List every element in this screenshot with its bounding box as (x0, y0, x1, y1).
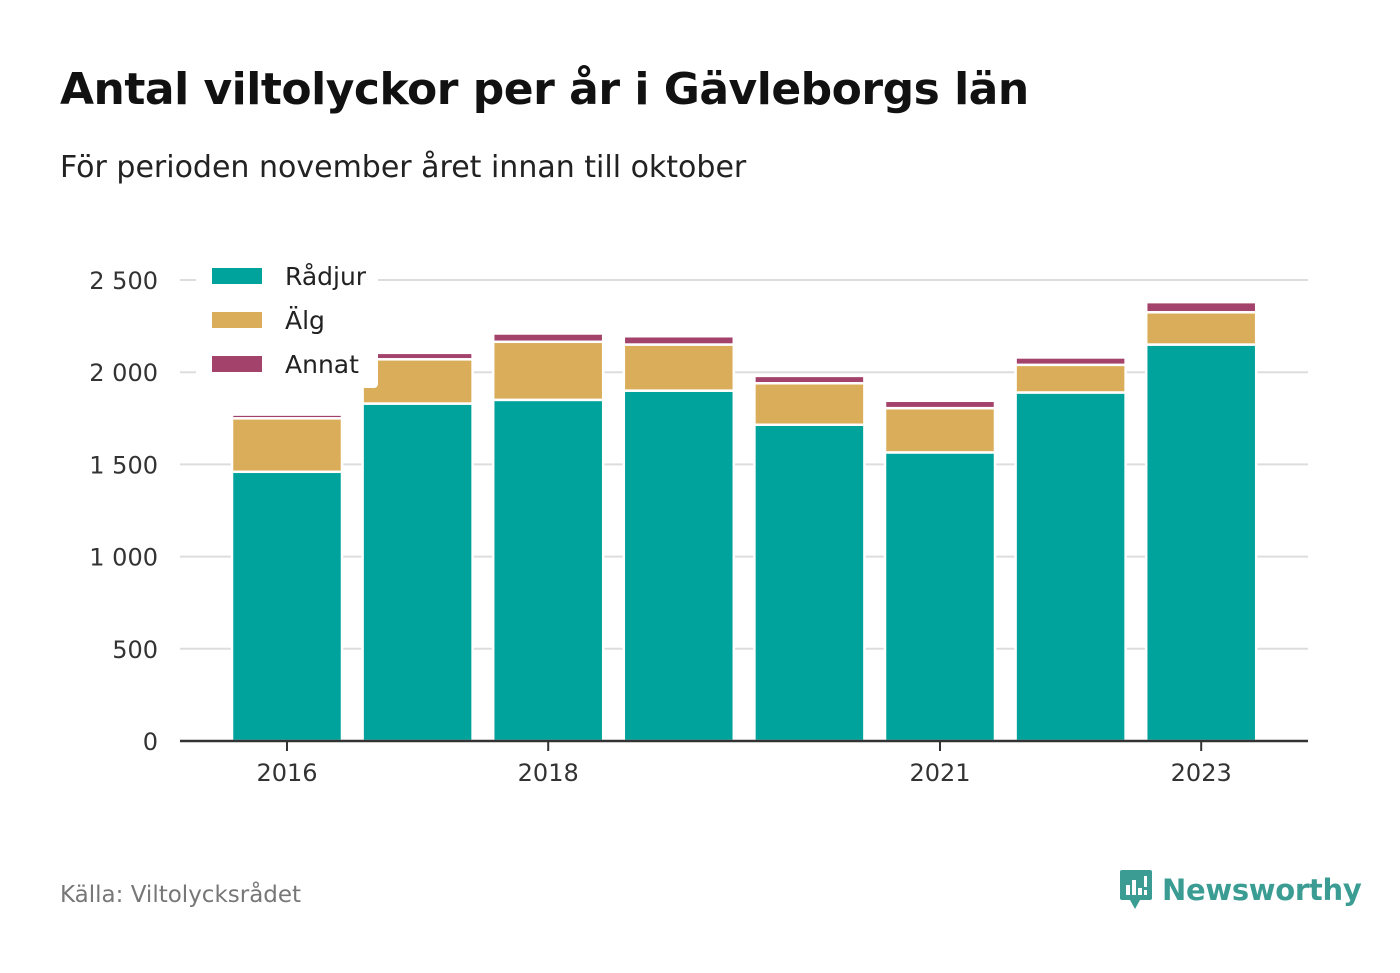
legend-background (196, 258, 378, 388)
legend: Rådjur Älg Annat (196, 258, 378, 388)
bar-2020-alg (753, 382, 866, 427)
y-tick-label: 1 000 (89, 544, 158, 572)
bar-2021-radjur (883, 451, 997, 743)
y-tick-label: 2 000 (89, 359, 158, 387)
bar-2020-annat (753, 374, 866, 385)
legend-label: Annat (285, 350, 359, 379)
bar-2016-alg (230, 417, 344, 474)
bar-2020-radjur (753, 423, 866, 743)
brand-logo: Newsworthy (1118, 868, 1362, 912)
bar-2023-annat (1144, 300, 1258, 314)
brand-name: Newsworthy (1162, 873, 1362, 907)
y-tick-label: 500 (112, 636, 158, 664)
bar-2023-radjur (1144, 343, 1258, 743)
bar-2017-alg (361, 358, 474, 405)
axes: 0 500 1 000 1 500 2 000 2 500 2016 2018 2021 2023 (89, 267, 1308, 787)
y-tick-label: 2 500 (89, 267, 158, 295)
bar-2023-alg (1144, 311, 1258, 346)
bar-2019-annat (622, 334, 736, 346)
y-tick-label: 0 (143, 728, 158, 756)
bar-2018-alg (491, 340, 605, 402)
x-tick-label: 2016 (256, 759, 317, 787)
legend-swatch (212, 312, 262, 328)
bar-2022-annat (1014, 356, 1127, 367)
newsworthy-logo-icon (1120, 870, 1152, 909)
chart-subtitle: För perioden november året innan till ok… (60, 150, 747, 185)
legend-swatch (212, 268, 262, 284)
bars (230, 300, 1258, 743)
bar-2018-annat (491, 332, 605, 344)
bar-2018-radjur (491, 398, 605, 743)
bar-2016-radjur (230, 470, 344, 743)
bar-2017-annat (361, 351, 474, 361)
legend-label: Älg (285, 306, 325, 335)
bar-2022-radjur (1014, 391, 1127, 743)
bar-2017-radjur (361, 402, 474, 743)
x-tick-label: 2023 (1171, 759, 1232, 787)
x-tick-label: 2018 (518, 759, 579, 787)
legend-label: Rådjur (285, 262, 367, 291)
x-tick-label: 2021 (909, 759, 970, 787)
bar-2021-annat (883, 399, 997, 410)
chart-title: Antal viltolyckor per år i Gävleborgs lä… (60, 64, 1029, 115)
y-tick-label: 1 500 (89, 451, 158, 479)
bar-2016-annat (230, 413, 344, 420)
bar-2019-radjur (622, 389, 736, 743)
source-note: Källa: Viltolycksrådet (60, 882, 302, 908)
legend-swatch (212, 356, 262, 372)
bar-2019-alg (622, 343, 736, 392)
bar-2022-alg (1014, 363, 1127, 394)
bar-2021-alg (883, 406, 997, 454)
